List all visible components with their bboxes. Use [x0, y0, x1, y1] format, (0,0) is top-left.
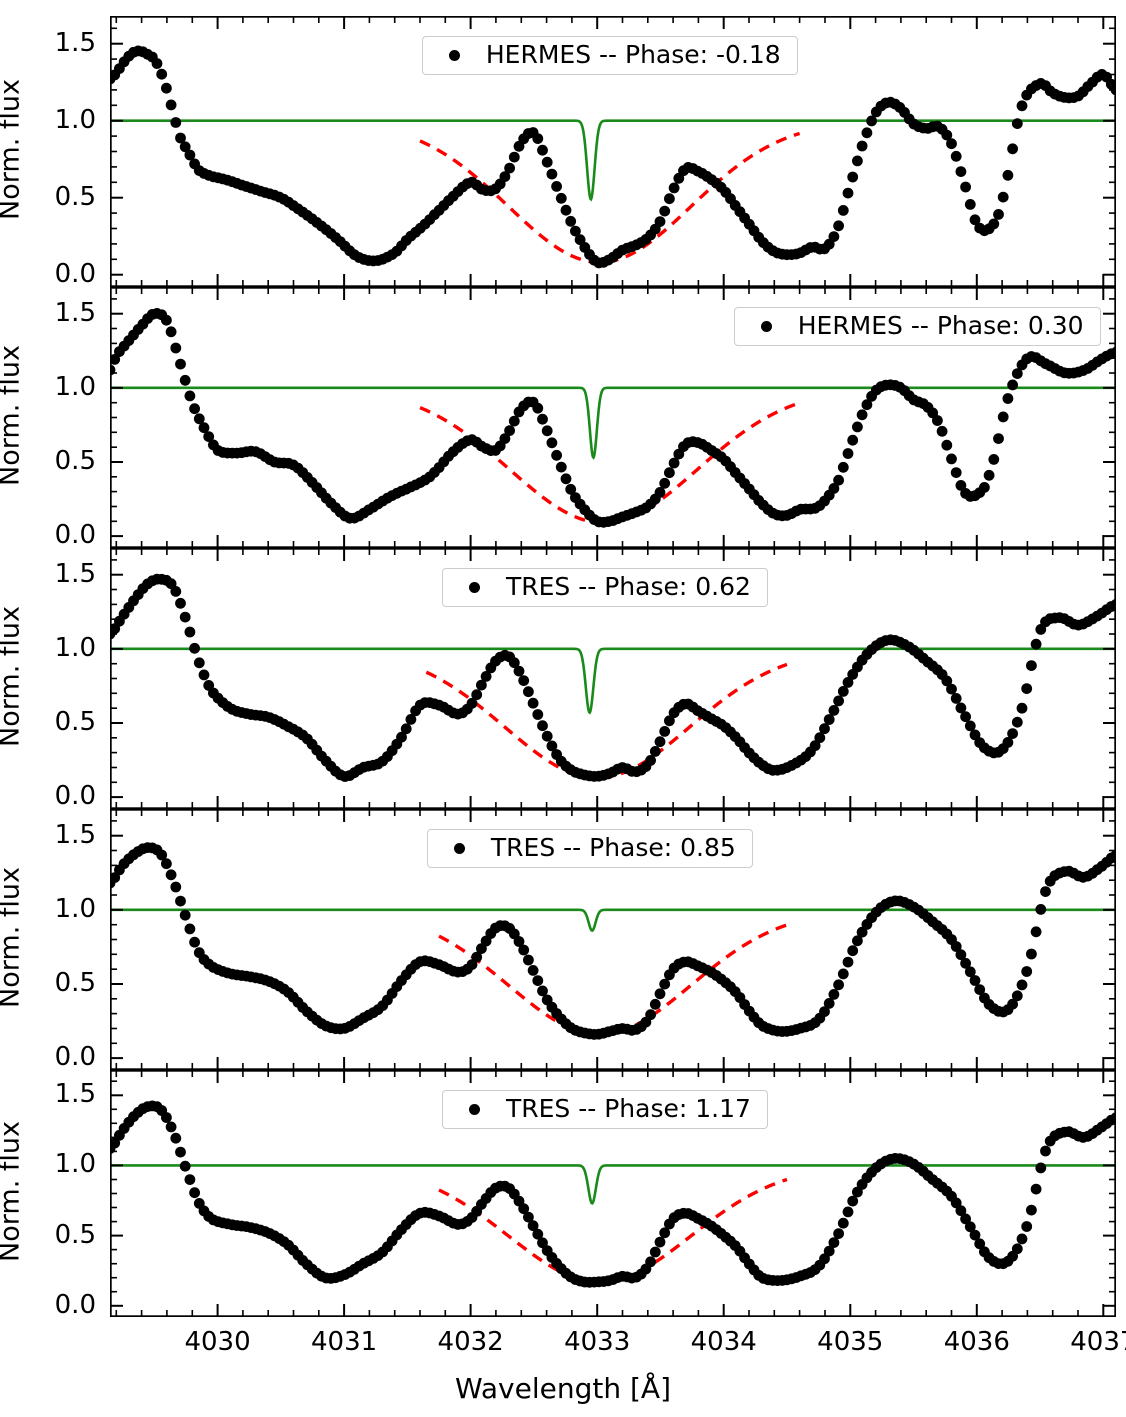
y-tick-label: 1.0 — [54, 371, 96, 402]
y-axis-label: Norm. flux — [0, 1120, 26, 1262]
x-tick-label: 4031 — [311, 1327, 378, 1357]
y-tick-label: 0.0 — [54, 258, 96, 289]
legend-panel-3: TRES -- Phase: 0.62 — [441, 568, 768, 608]
y-tick-label: 1.5 — [54, 1079, 96, 1110]
x-axis-label: Wavelength [Å] — [454, 1372, 671, 1405]
y-axis-label: Norm. flux — [0, 866, 26, 1008]
x-tick-label: 4036 — [943, 1327, 1010, 1357]
legend-panel-2: HERMES -- Phase: 0.30 — [733, 307, 1101, 347]
y-tick-label: 1.0 — [54, 104, 96, 135]
x-tick-label: 4030 — [184, 1327, 251, 1357]
legend-label: TRES -- Phase: 1.17 — [505, 1094, 751, 1123]
x-tick-label: 4033 — [564, 1327, 631, 1357]
legend-panel-5: TRES -- Phase: 1.17 — [441, 1090, 768, 1130]
legend-marker-icon — [453, 842, 465, 854]
legend-marker-icon — [448, 49, 460, 61]
legend-panel-4: TRES -- Phase: 0.85 — [426, 829, 753, 869]
y-tick-label: 0.0 — [54, 1042, 96, 1073]
y-tick-label: 0.5 — [54, 445, 96, 476]
y-axis-label: Norm. flux — [0, 78, 26, 220]
x-tick-label: 4032 — [437, 1327, 504, 1357]
legend-label: TRES -- Phase: 0.62 — [505, 572, 751, 601]
y-tick-label: 0.5 — [54, 967, 96, 998]
y-tick-label: 0.5 — [54, 181, 96, 212]
x-tick-label: 4034 — [690, 1327, 757, 1357]
y-tick-label: 1.5 — [54, 819, 96, 850]
legend-label: TRES -- Phase: 0.85 — [490, 833, 736, 862]
legend-label: HERMES -- Phase: -0.18 — [485, 40, 781, 69]
legend-marker-icon — [468, 581, 480, 593]
y-tick-label: 1.5 — [54, 558, 96, 589]
y-tick-label: 1.0 — [54, 632, 96, 663]
legend-label: HERMES -- Phase: 0.30 — [797, 311, 1084, 340]
legend-panel-1: HERMES -- Phase: -0.18 — [421, 36, 798, 76]
y-tick-label: 0.0 — [54, 1289, 96, 1320]
y-tick-label: 0.5 — [54, 706, 96, 737]
y-tick-label: 1.5 — [54, 27, 96, 58]
y-axis-label: Norm. flux — [0, 605, 26, 747]
x-tick-label: 4035 — [817, 1327, 884, 1357]
legend-marker-icon — [468, 1103, 480, 1115]
y-tick-label: 1.0 — [54, 1149, 96, 1180]
y-tick-label: 0.5 — [54, 1219, 96, 1250]
y-tick-label: 1.5 — [54, 297, 96, 328]
x-tick-label: 4037 — [1070, 1327, 1126, 1357]
y-axis-label: Norm. flux — [0, 344, 26, 486]
legend-marker-icon — [760, 320, 772, 332]
y-tick-label: 0.0 — [54, 520, 96, 551]
y-tick-label: 0.0 — [54, 781, 96, 812]
y-tick-label: 1.0 — [54, 893, 96, 924]
